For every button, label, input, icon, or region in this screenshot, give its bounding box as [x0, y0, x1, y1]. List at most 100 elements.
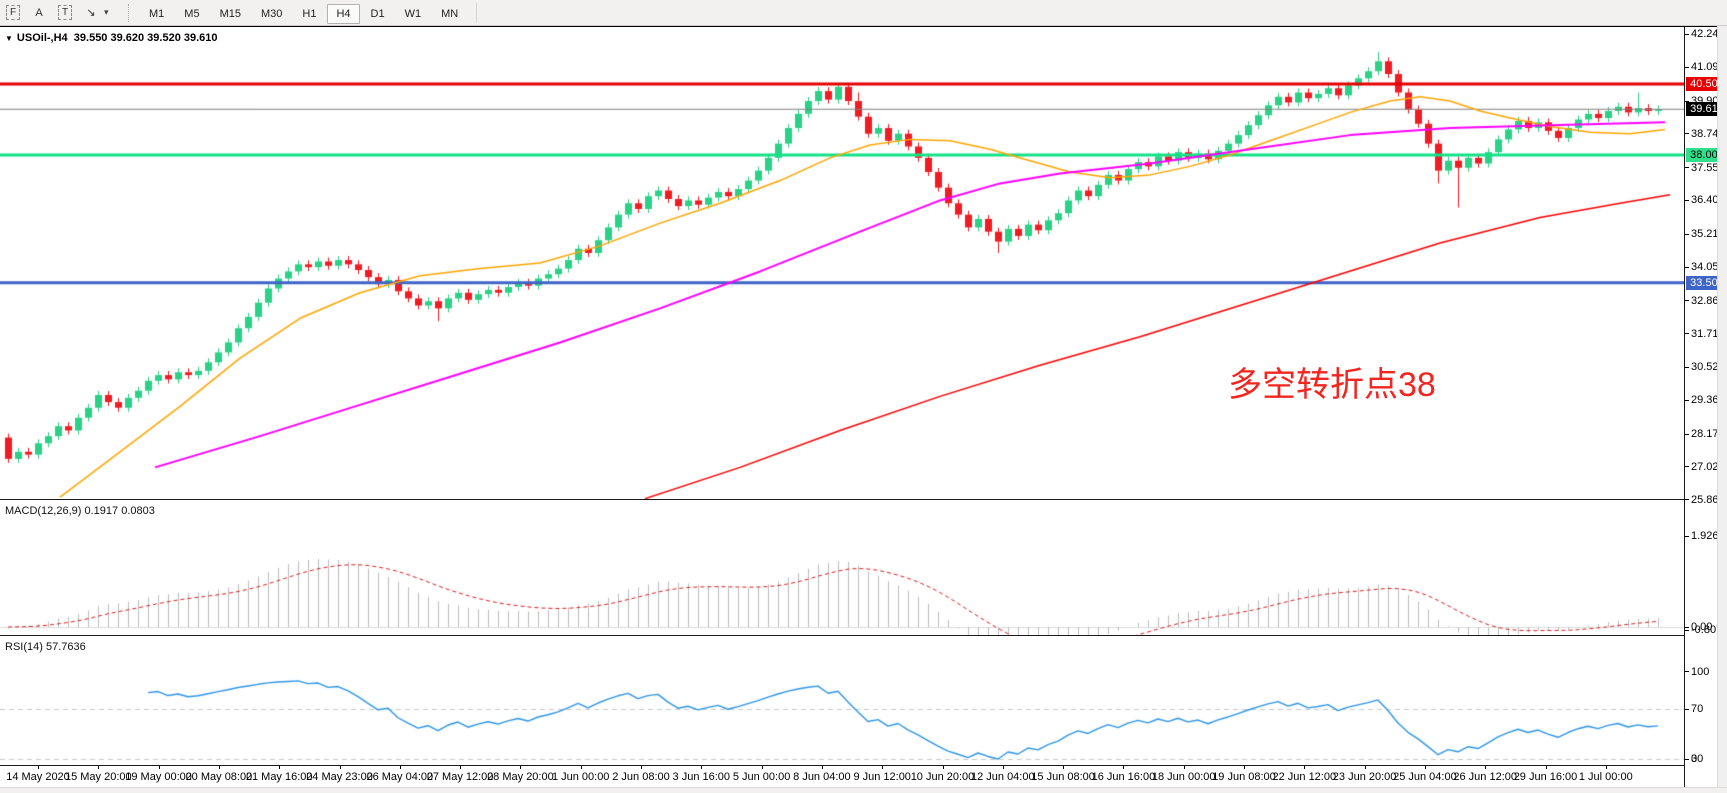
rsi-chart[interactable]: [0, 638, 1684, 765]
price-tick-label: 36.400: [1691, 194, 1725, 207]
time-tick: [1364, 766, 1366, 769]
time-tick: [761, 766, 763, 769]
time-label: 14 May 2020: [6, 771, 70, 783]
fibonacci-tool-icon[interactable]: F: [1, 3, 25, 23]
axis-tick: [1685, 499, 1689, 501]
time-label: 2 Jun 08:00: [612, 771, 670, 783]
time-tick: [580, 766, 582, 769]
time-label: 15 May 20:00: [64, 771, 132, 783]
price-badge-33.500: 33.500: [1686, 275, 1727, 290]
horizontal-scrollbar[interactable]: [0, 787, 1727, 793]
chevron-down-icon[interactable]: ▾: [104, 7, 109, 17]
time-label: 27 May 12:00: [426, 771, 494, 783]
price-tick-label: 30.520: [1691, 361, 1725, 374]
time-label: 10 Jun 20:00: [910, 771, 975, 783]
time-tick: [1424, 766, 1426, 769]
symbol-title: ▼ USOil-,H4 39.550 39.620 39.520 39.610: [5, 32, 218, 44]
timeframe-button-m1[interactable]: M1: [149, 7, 165, 20]
price-tick-label: 25.865: [1691, 493, 1725, 506]
time-label: 25 Jun 04:00: [1393, 771, 1457, 783]
axis-tick: [1685, 708, 1689, 710]
time-tick: [1002, 766, 1004, 769]
price-tick-label: 41.090: [1691, 61, 1725, 74]
macd-main-value: 0.1917: [84, 505, 119, 517]
price-tick-label: 29.365: [1691, 394, 1725, 407]
rsi-pane: RSI(14) 57.7636: [0, 638, 1684, 765]
time-tick: [38, 766, 39, 769]
axis-tick: [1685, 366, 1689, 368]
time-label: 22 Jun 12:00: [1272, 771, 1337, 783]
timeframe-button-d1[interactable]: D1: [370, 7, 385, 20]
timeframe-button-m30[interactable]: M30: [260, 7, 283, 20]
time-label: 15 Jun 08:00: [1031, 771, 1095, 783]
vertical-scrollbar[interactable]: [1717, 26, 1727, 787]
macd-chart[interactable]: [0, 502, 1684, 635]
time-tick: [1063, 766, 1065, 769]
axis-tick: [1685, 266, 1689, 268]
axis-tick: [1685, 199, 1689, 201]
time-label: 16 Jun 16:00: [1091, 771, 1156, 783]
time-tick: [1183, 766, 1185, 769]
macd-axis-label: 0.00: [1691, 621, 1713, 633]
macd-signal-value: 0.0803: [121, 505, 155, 517]
rsi-value: 57.7636: [45, 641, 86, 653]
timeframe-button-m5[interactable]: M5: [184, 7, 200, 20]
time-tick: [1304, 766, 1306, 769]
axis-tick: [1685, 66, 1689, 68]
timeframe-button-m15[interactable]: M15: [219, 7, 241, 20]
collapse-arrow-icon[interactable]: ▼: [5, 34, 13, 43]
macd-name: MACD(12,26,9): [5, 505, 82, 517]
price-tick-label: 32.865: [1691, 294, 1725, 307]
price-axis[interactable]: 42.245 41.090 39.900 38.745 37.555 36.400 35.2…: [1684, 27, 1727, 788]
axis-tick: [1685, 626, 1689, 628]
timeframe-button-h4[interactable]: H4: [327, 3, 360, 24]
time-tick: [339, 766, 341, 769]
label-tool-icon[interactable]: T: [53, 3, 77, 23]
axis-tick: [1685, 671, 1689, 672]
arrow-tool-icon[interactable]: ↘: [86, 7, 96, 19]
candlestick-chart[interactable]: [0, 27, 1684, 499]
time-tick: [882, 766, 884, 769]
rsi-name: RSI(14): [5, 641, 43, 653]
price-tick-label: 37.555: [1691, 161, 1725, 174]
chart-window: ▼ USOil-,H4 39.550 39.620 39.520 39.610 多…: [0, 26, 1727, 789]
axis-tick: [1685, 399, 1689, 401]
time-tick: [158, 766, 160, 769]
price-tick-label: 35.210: [1691, 228, 1725, 241]
timeframe-button-w1[interactable]: W1: [404, 7, 422, 20]
time-tick: [1485, 766, 1487, 769]
macd-axis-label: 1.9265: [1691, 530, 1725, 543]
axis-tick: [1685, 167, 1689, 169]
time-label: 12 Jun 04:00: [970, 771, 1035, 783]
time-label: 5 Jun 00:00: [732, 771, 791, 783]
time-label: 19 Jun 08:00: [1212, 771, 1276, 783]
price-badge-39.610: 39.610: [1686, 102, 1727, 117]
macd-label: MACD(12,26,9) 0.1917 0.0803: [5, 505, 155, 517]
ohlc-values: 39.550 39.620 39.520 39.610: [73, 32, 218, 44]
time-axis[interactable]: 14 May 2020 15 May 20:00 19 May 00:00 20 Ma…: [0, 765, 1684, 789]
price-tick-label: 42.245: [1691, 28, 1725, 41]
time-label: 3 Jun 16:00: [672, 771, 731, 783]
price-tick-label: 27.020: [1691, 460, 1725, 473]
macd-pane: MACD(12,26,9) 0.1917 0.0803: [0, 502, 1684, 635]
time-tick: [1545, 766, 1547, 769]
price-tick-label: 28.175: [1691, 428, 1725, 441]
toolbar-drag-handle[interactable]: [128, 3, 133, 22]
time-tick: [1123, 766, 1125, 769]
axis-tick: [1685, 333, 1689, 335]
text-tool-icon[interactable]: A: [35, 6, 43, 19]
time-label: 26 Jun 12:00: [1453, 771, 1517, 783]
axis-tick: [1685, 466, 1689, 468]
rsi-axis-label: 70: [1691, 703, 1704, 715]
timeframe-button-h1[interactable]: H1: [302, 7, 317, 20]
axis-tick: [1685, 133, 1689, 135]
time-tick: [218, 766, 220, 769]
time-tick: [942, 766, 944, 769]
axis-tick: [1685, 535, 1689, 537]
axis-tick: [1685, 758, 1689, 760]
timeframe-button-mn[interactable]: MN: [441, 7, 459, 20]
axis-tick: [1685, 233, 1689, 235]
time-label: 28 May 20:00: [487, 771, 554, 783]
time-tick: [701, 766, 703, 769]
